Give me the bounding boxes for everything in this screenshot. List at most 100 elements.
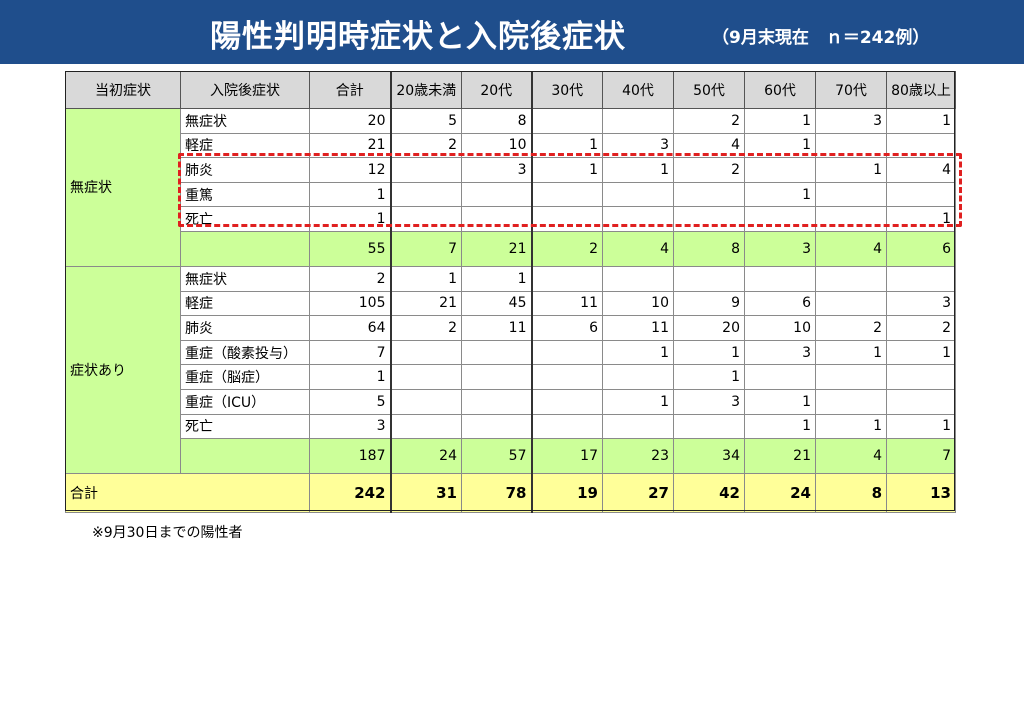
count-cell: 1 bbox=[530, 132, 603, 159]
count-cell bbox=[461, 413, 532, 440]
count-cell: 2 bbox=[815, 315, 887, 341]
col-header: 入院後症状 bbox=[180, 71, 310, 109]
subtotal-cell: 7 bbox=[389, 230, 462, 267]
count-cell bbox=[389, 413, 462, 440]
count-cell: 10 bbox=[461, 132, 532, 159]
count-cell: 8 bbox=[461, 108, 532, 134]
count-cell bbox=[815, 290, 887, 317]
table-row: 重症（脳症） 1 1 bbox=[66, 364, 956, 390]
count-cell bbox=[744, 206, 816, 232]
title-banner: 陽性判明時症状と入院後症状 （9月末現在 ｎ＝242例） bbox=[0, 0, 1024, 64]
count-cell bbox=[602, 181, 674, 208]
count-cell: 3 bbox=[309, 413, 391, 440]
count-cell: 5 bbox=[309, 388, 391, 415]
count-cell: 20 bbox=[309, 108, 391, 134]
page-subtitle: （9月末現在 ｎ＝242例） bbox=[712, 28, 930, 48]
count-cell: 1 bbox=[815, 413, 887, 440]
count-cell bbox=[673, 206, 745, 232]
count-cell: 11 bbox=[461, 315, 532, 341]
subtotal-cell: 4 bbox=[602, 230, 674, 267]
count-cell bbox=[461, 339, 532, 366]
count-cell bbox=[602, 364, 674, 390]
table-row: 重症（ICU） 5 1 3 1 bbox=[66, 388, 956, 415]
count-cell: 3 bbox=[673, 388, 745, 415]
post-admission-symptom: 軽症 bbox=[180, 132, 310, 159]
count-cell: 3 bbox=[744, 339, 816, 366]
count-cell bbox=[389, 206, 462, 232]
post-admission-symptom: 死亡 bbox=[180, 206, 310, 232]
count-cell bbox=[530, 265, 603, 292]
subtotal-label-cell bbox=[180, 438, 310, 475]
subtotal-cell: 55 bbox=[309, 230, 391, 267]
count-cell: 1 bbox=[815, 339, 887, 366]
count-cell bbox=[461, 388, 532, 415]
count-cell bbox=[744, 265, 816, 292]
count-cell: 1 bbox=[309, 364, 391, 390]
subtotal-row: 55 7 21 2 4 8 3 4 6 bbox=[66, 230, 956, 267]
post-admission-symptom: 無症状 bbox=[180, 108, 310, 134]
col-header: 70代 bbox=[815, 71, 887, 109]
count-cell bbox=[886, 132, 956, 159]
post-admission-symptom: 重症（酸素投与） bbox=[180, 339, 310, 366]
grand-total-cell: 242 bbox=[309, 473, 391, 514]
table-row: 肺炎 12 3 1 1 2 1 4 bbox=[66, 157, 956, 183]
count-cell bbox=[461, 181, 532, 208]
count-cell: 2 bbox=[673, 157, 745, 183]
count-cell: 21 bbox=[309, 132, 391, 159]
count-cell bbox=[886, 364, 956, 390]
count-cell bbox=[815, 364, 887, 390]
count-cell: 3 bbox=[461, 157, 532, 183]
count-cell: 1 bbox=[673, 364, 745, 390]
col-header: 当初症状 bbox=[65, 71, 181, 109]
count-cell bbox=[530, 388, 603, 415]
post-admission-symptom: 重篤 bbox=[180, 181, 310, 208]
col-header: 30代 bbox=[530, 71, 603, 109]
count-cell bbox=[389, 157, 462, 183]
subtotal-label-cell bbox=[180, 230, 310, 267]
count-cell: 2 bbox=[673, 108, 745, 134]
count-cell: 64 bbox=[309, 315, 391, 341]
count-cell bbox=[815, 181, 887, 208]
count-cell bbox=[815, 206, 887, 232]
table-row: 死亡 3 1 1 1 bbox=[66, 413, 956, 440]
table-row: 肺炎 64 2 11 6 11 20 10 2 2 bbox=[66, 315, 956, 341]
grand-total-cell: 31 bbox=[389, 473, 462, 514]
subtotal-cell: 21 bbox=[461, 230, 532, 267]
count-cell bbox=[530, 339, 603, 366]
post-admission-symptom: 肺炎 bbox=[180, 315, 310, 341]
subtotal-cell: 57 bbox=[461, 438, 532, 475]
count-cell bbox=[602, 206, 674, 232]
col-header: 20歳未満 bbox=[389, 71, 462, 109]
col-header: 50代 bbox=[673, 71, 745, 109]
count-cell: 1 bbox=[744, 413, 816, 440]
subtotal-cell: 21 bbox=[744, 438, 816, 475]
grand-total-cell: 78 bbox=[461, 473, 532, 514]
symptom-table: 当初症状 入院後症状 合計 20歳未満 20代 30代 40代 50代 60代 … bbox=[65, 71, 956, 514]
subtotal-cell: 24 bbox=[389, 438, 462, 475]
count-cell bbox=[886, 265, 956, 292]
count-cell: 5 bbox=[389, 108, 462, 134]
count-cell bbox=[530, 108, 603, 134]
count-cell: 1 bbox=[530, 157, 603, 183]
col-header: 合計 bbox=[309, 71, 391, 109]
count-cell: 1 bbox=[744, 181, 816, 208]
count-cell: 6 bbox=[530, 315, 603, 341]
count-cell bbox=[602, 265, 674, 292]
table-row: 無症状 無症状 20 5 8 2 1 3 1 bbox=[65, 108, 956, 267]
count-cell: 3 bbox=[815, 108, 887, 134]
count-cell: 12 bbox=[309, 157, 391, 183]
count-cell: 21 bbox=[389, 290, 462, 317]
subtotal-cell: 2 bbox=[530, 230, 603, 267]
table-row: 症状あり 無症状 2 1 1 bbox=[65, 265, 956, 475]
count-cell bbox=[389, 181, 462, 208]
count-cell: 1 bbox=[389, 265, 462, 292]
count-cell bbox=[461, 206, 532, 232]
count-cell: 1 bbox=[886, 108, 956, 134]
grand-total-cell: 24 bbox=[744, 473, 816, 514]
count-cell bbox=[461, 364, 532, 390]
col-header: 60代 bbox=[744, 71, 816, 109]
count-cell bbox=[886, 388, 956, 415]
count-cell: 1 bbox=[886, 413, 956, 440]
count-cell: 2 bbox=[389, 315, 462, 341]
post-admission-symptom: 重症（ICU） bbox=[180, 388, 310, 415]
